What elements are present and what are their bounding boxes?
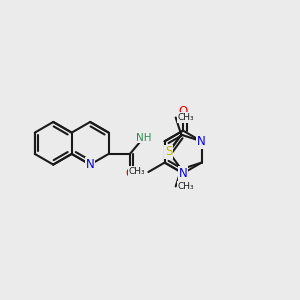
Text: S: S bbox=[165, 146, 172, 158]
Text: CH₃: CH₃ bbox=[177, 113, 194, 122]
Text: NH: NH bbox=[136, 133, 152, 142]
Text: N: N bbox=[179, 167, 188, 180]
Text: N: N bbox=[86, 158, 94, 171]
Text: CH₃: CH₃ bbox=[129, 167, 146, 176]
Text: N: N bbox=[197, 135, 206, 148]
Text: CH₃: CH₃ bbox=[177, 182, 194, 191]
Text: O: O bbox=[178, 105, 188, 119]
Text: O: O bbox=[125, 167, 135, 180]
